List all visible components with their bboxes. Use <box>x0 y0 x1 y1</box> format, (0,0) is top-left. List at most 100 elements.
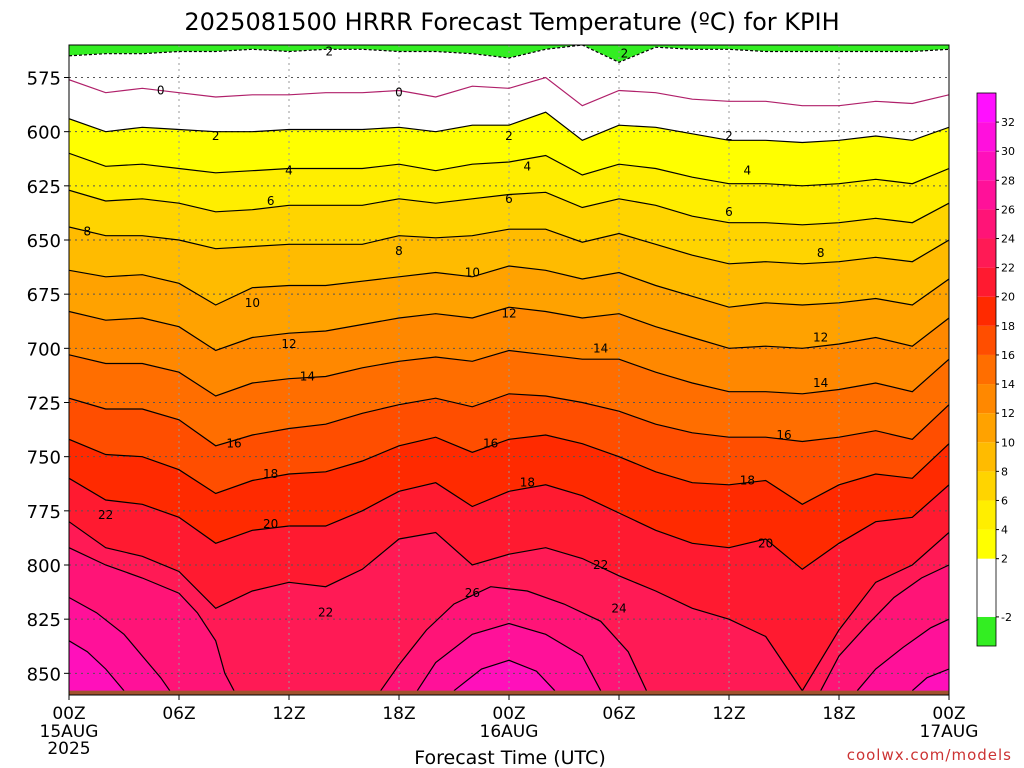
isotherm-10 <box>69 265 949 308</box>
x-tick-year: 2025 <box>47 739 90 759</box>
colorbar-swatch <box>977 413 996 443</box>
y-tick-label: 675 <box>27 285 61 306</box>
isotherm-warm-24 <box>380 586 648 692</box>
contour-label: 10 <box>465 266 480 280</box>
colorbar-tick-label: 20 <box>1001 291 1015 304</box>
isotherm-warm-28 <box>453 659 556 692</box>
colorbar-swatch <box>977 471 996 501</box>
contour-label: 0 <box>395 86 403 100</box>
isotherm-18 <box>69 434 949 505</box>
y-tick-label: 700 <box>27 339 61 360</box>
isotherm-6 <box>69 189 949 226</box>
isotherm-2 <box>69 111 949 144</box>
x-tick-label: 06Z <box>162 704 195 724</box>
colorbar-tick-label: 30 <box>1001 145 1015 158</box>
terrain-surface <box>69 690 949 695</box>
colorbar-swatch <box>977 442 996 472</box>
contour-label: 22 <box>98 508 113 522</box>
contour-label: 2 <box>326 45 334 59</box>
colorbar-swatch <box>977 384 996 414</box>
contour-label: 2 <box>621 47 629 61</box>
isotherm-warm-24 <box>820 564 949 691</box>
y-tick-label: 625 <box>27 177 61 198</box>
colorbar-tick-label: -2 <box>1001 611 1012 624</box>
colorbar-tick-label: 26 <box>1001 203 1015 216</box>
colorbar-tick-label: 16 <box>1001 349 1015 362</box>
isotherm-warm-26 <box>856 618 949 692</box>
x-tick-label: 18Z <box>382 704 415 724</box>
colorbar-swatch <box>977 267 996 297</box>
colorbar-frame <box>976 92 997 647</box>
contour-label: 12 <box>813 331 828 345</box>
isotherm-16 <box>69 393 949 447</box>
contour-label: 14 <box>593 341 608 355</box>
colorbar-swatch <box>977 354 996 385</box>
colorbar-tick-label: 8 <box>1001 465 1008 478</box>
y-tick-label: 600 <box>27 123 61 144</box>
contour-label: 4 <box>285 164 293 178</box>
contour-label: 16 <box>483 437 498 451</box>
contour-label: 16 <box>776 428 791 442</box>
contour-label: 8 <box>84 224 92 238</box>
colorbar-tick-label: 18 <box>1001 320 1015 333</box>
contour-label: 4 <box>744 164 752 178</box>
isotherm-warm-26 <box>416 622 602 692</box>
y-tick-label: 575 <box>27 69 61 90</box>
colorbar-swatch <box>977 238 996 268</box>
contour-label: 12 <box>501 307 516 321</box>
contour-label: 2 <box>505 129 513 143</box>
y-tick-label: 650 <box>27 231 61 252</box>
x-tick-date: 15AUG <box>40 722 99 742</box>
x-tick-label: 18Z <box>822 704 855 724</box>
contour-label: 20 <box>263 517 278 531</box>
grid-lines <box>69 45 949 695</box>
contour-label: 8 <box>817 246 825 260</box>
y-tick-label: 725 <box>27 394 61 415</box>
contour-label: 20 <box>758 536 773 550</box>
x-tick-date: 16AUG <box>480 722 539 742</box>
x-tick-label: 12Z <box>712 704 745 724</box>
x-tick-label: 06Z <box>602 704 635 724</box>
isotherm-warm-28 <box>911 668 949 692</box>
isotherm-0 <box>69 76 949 107</box>
contour-label: 10 <box>245 296 260 310</box>
y-tick-label: 800 <box>27 556 61 577</box>
contour-label: 18 <box>263 467 278 481</box>
contour-label: 14 <box>813 376 828 390</box>
contour-label: 26 <box>465 586 480 600</box>
x-tick-label: 00Z <box>932 704 965 724</box>
colorbar-swatch <box>977 93 996 123</box>
y-tick-label: 750 <box>27 448 61 469</box>
credit-text: coolwx.com/models <box>847 746 1012 764</box>
contour-label: 22 <box>593 558 608 572</box>
contour-label: 2 <box>212 129 220 143</box>
contour-label: 2 <box>725 129 733 143</box>
y-tick-label: 850 <box>27 664 61 685</box>
colorbar-swatch <box>977 325 996 355</box>
y-axis: 575 600 625 650 675 700 725 750 775 800 825 850 <box>27 69 69 685</box>
colorbar-swatch <box>977 209 996 239</box>
colorbar-swatch <box>977 180 996 210</box>
colorbar-tick-label: 12 <box>1001 407 1015 420</box>
colorbar-tick-label: 22 <box>1001 262 1015 275</box>
contour-label: 0 <box>157 84 165 98</box>
chart-title: 2025081500 HRRR Forecast Temperature (ºC… <box>184 8 839 36</box>
x-tick-label: 12Z <box>272 704 305 724</box>
isotherm-12 <box>69 306 949 352</box>
colorbar-tick-label: 24 <box>1001 233 1015 246</box>
x-tick-date: 17AUG <box>920 722 979 742</box>
colorbar-tick-label: 32 <box>1001 116 1015 129</box>
colorbar-swatch <box>977 122 996 152</box>
colorbar-tick-label: 4 <box>1001 524 1008 537</box>
colorbar-swatch <box>977 616 996 646</box>
contour-label: 18 <box>740 474 755 488</box>
colorbar-tick-label: 10 <box>1001 436 1015 449</box>
colorbar-tick-label: 6 <box>1001 494 1008 507</box>
colorbar-swatch <box>977 151 996 181</box>
isotherm-14 <box>69 349 949 397</box>
isotherm-warm-26 <box>69 596 171 692</box>
